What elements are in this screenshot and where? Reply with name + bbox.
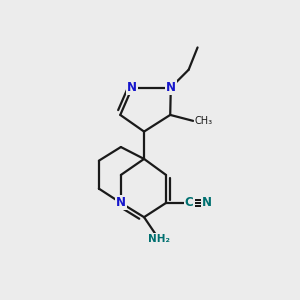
Text: N: N (116, 196, 126, 209)
Text: CH₃: CH₃ (195, 116, 213, 126)
Text: N: N (202, 196, 212, 209)
Text: NH₂: NH₂ (148, 234, 170, 244)
Text: C: C (185, 196, 194, 209)
Text: N: N (127, 81, 137, 94)
Text: N: N (166, 81, 176, 94)
